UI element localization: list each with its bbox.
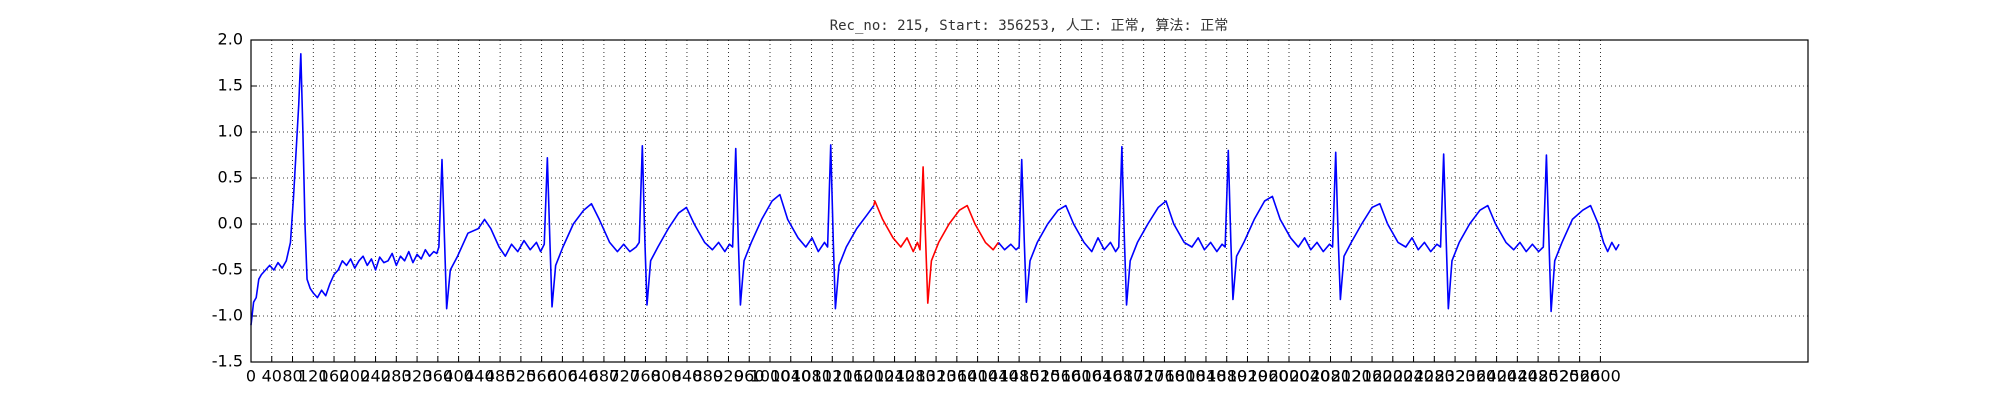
chart-title: Rec_no: 215, Start: 356253, 人工: 正常, 算法: …	[830, 18, 1229, 34]
x-tick-label: 1880	[1206, 367, 1247, 386]
x-tick-label: 2120	[1331, 367, 1372, 386]
x-tick-label: 1600	[1061, 367, 1102, 386]
x-tick-label: 120	[298, 367, 329, 386]
x-tick-label: 1720	[1123, 367, 1164, 386]
x-tick-label: 680	[589, 367, 620, 386]
x-tick-label: 320	[402, 367, 433, 386]
x-tick-label: 2160	[1352, 367, 1393, 386]
x-tick-label: 2200	[1372, 367, 1413, 386]
x-tick-label: 760	[630, 367, 661, 386]
y-tick-label: 0.0	[218, 214, 243, 233]
x-tick-label: 720	[609, 367, 640, 386]
x-tick-label: 560	[526, 367, 557, 386]
x-tick-label: 480	[485, 367, 516, 386]
y-tick-label: 1.0	[218, 122, 243, 141]
x-tick-label: 840	[672, 367, 703, 386]
x-tick-label: 2360	[1455, 367, 1496, 386]
x-tick-label: 1040	[770, 367, 811, 386]
x-tick-label: 1960	[1248, 367, 1289, 386]
x-tick-label: 1400	[957, 367, 998, 386]
x-tick-label: 960	[734, 367, 765, 386]
x-tick-label: 2000	[1269, 367, 1310, 386]
x-tick-label: 880	[692, 367, 723, 386]
x-tick-label: 1520	[1020, 367, 1061, 386]
x-tick-label: 2480	[1518, 367, 1559, 386]
x-tick-label: 1760	[1144, 367, 1185, 386]
x-tick-label: 1200	[853, 367, 894, 386]
x-tick-label: 520	[506, 367, 537, 386]
x-tick-label: 2440	[1497, 367, 1538, 386]
x-tick-label: 1920	[1227, 367, 1268, 386]
x-tick-label: 2280	[1414, 367, 1455, 386]
x-tick-label: 640	[568, 367, 599, 386]
x-tick-label: 2240	[1393, 367, 1434, 386]
x-tick-label: 2040	[1289, 367, 1330, 386]
plot-frame	[250, 39, 1809, 363]
x-tick-label: 200	[340, 367, 371, 386]
x-tick-label: 1280	[895, 367, 936, 386]
x-tick-label: 1640	[1082, 367, 1123, 386]
x-tick-label: 2520	[1539, 367, 1580, 386]
y-tick-label: -1.0	[212, 306, 243, 325]
x-tick-label: 400	[443, 367, 474, 386]
ecg-line	[873, 166, 1000, 304]
x-tick-label: 2400	[1476, 367, 1517, 386]
y-tick-label: 2.0	[218, 30, 243, 49]
x-tick-label: 1560	[1040, 367, 1081, 386]
y-tick-label: -1.5	[212, 352, 243, 371]
x-tick-label: 800	[651, 367, 682, 386]
x-tick-label: 1480	[999, 367, 1040, 386]
x-tick-label: 280	[381, 367, 412, 386]
x-tick-label: 1160	[833, 367, 874, 386]
x-tick-label: 440	[464, 367, 495, 386]
x-tick-label: 1440	[978, 367, 1019, 386]
x-tick-label: 40	[262, 367, 282, 386]
x-tick-label: 600	[547, 367, 578, 386]
x-tick-label: 1120	[812, 367, 853, 386]
x-tick-label: 1000	[750, 367, 791, 386]
x-tick-label: 1320	[916, 367, 957, 386]
y-tick-label: -0.5	[212, 260, 243, 279]
x-tick-label: 1360	[936, 367, 977, 386]
x-tick-label: 920	[713, 367, 744, 386]
y-tick-label: 0.5	[218, 168, 243, 187]
x-tick-label: 1800	[1165, 367, 1206, 386]
x-tick-label: 160	[319, 367, 350, 386]
x-tick-label: 80	[282, 367, 302, 386]
ecg-line	[250, 53, 1620, 326]
x-tick-label: 0	[246, 367, 256, 386]
x-tick-label: 2600	[1580, 367, 1621, 386]
y-tick-label: 1.5	[218, 76, 243, 95]
x-tick-label: 1680	[1103, 367, 1144, 386]
x-tick-label: 1240	[874, 367, 915, 386]
x-tick-label: 2320	[1435, 367, 1476, 386]
x-tick-label: 2080	[1310, 367, 1351, 386]
x-tick-label: 360	[423, 367, 454, 386]
x-tick-label: 1080	[791, 367, 832, 386]
x-tick-label: 1840	[1186, 367, 1227, 386]
x-tick-label: 2560	[1559, 367, 1600, 386]
x-tick-label: 240	[360, 367, 391, 386]
